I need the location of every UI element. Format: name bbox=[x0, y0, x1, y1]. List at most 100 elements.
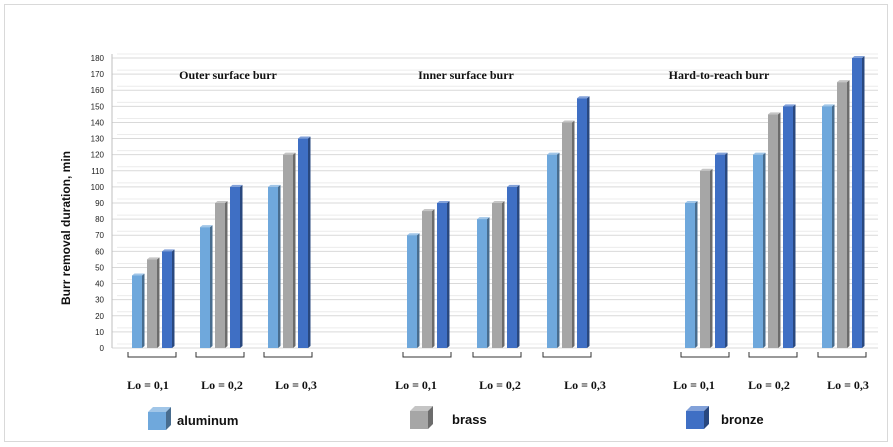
group-title: Outer surface burr bbox=[179, 68, 277, 82]
category-bracket bbox=[402, 352, 452, 358]
bar-front bbox=[298, 138, 308, 348]
bar-side bbox=[432, 209, 435, 348]
bar bbox=[147, 257, 160, 348]
bar-side bbox=[142, 273, 145, 348]
bar-front bbox=[753, 154, 763, 348]
legend-label: brass bbox=[452, 412, 487, 427]
bar-top bbox=[147, 257, 160, 260]
legend-swatch-side bbox=[166, 407, 171, 430]
y-tick-label: 70 bbox=[95, 231, 104, 240]
bar bbox=[715, 152, 728, 348]
y-tick-label: 180 bbox=[91, 54, 105, 63]
bar-top bbox=[132, 273, 145, 276]
bar-top bbox=[162, 249, 175, 252]
legend-item-brass: brass bbox=[410, 406, 487, 429]
legend-swatch-top bbox=[410, 406, 433, 411]
bar-top bbox=[783, 104, 796, 107]
bar-side bbox=[278, 184, 281, 348]
bar-side bbox=[847, 80, 850, 349]
bar bbox=[753, 152, 766, 348]
group-title: Hard-to-reach burr bbox=[669, 68, 770, 82]
bar-side bbox=[172, 249, 175, 348]
bar-top bbox=[268, 184, 281, 187]
y-tick-label: 120 bbox=[91, 151, 105, 160]
y-tick-label: 140 bbox=[91, 118, 105, 127]
bar-side bbox=[763, 152, 766, 348]
bar-top bbox=[577, 96, 590, 99]
category-bracket bbox=[817, 352, 867, 358]
bar-side bbox=[447, 201, 450, 348]
legend-swatch-side bbox=[428, 406, 433, 429]
bar-top bbox=[507, 184, 520, 187]
bar bbox=[700, 168, 713, 348]
category-label: Lo = 0,1 bbox=[673, 378, 715, 392]
legend: aluminum brass bronze bbox=[148, 406, 764, 430]
category-bracket bbox=[680, 352, 730, 358]
bar bbox=[477, 217, 490, 348]
group-titles: Outer surface burr Inner surface burr Hard… bbox=[179, 68, 770, 82]
bar-side bbox=[832, 104, 835, 348]
bar-front bbox=[837, 82, 847, 349]
bar-top bbox=[700, 168, 713, 171]
bar-front bbox=[852, 58, 862, 348]
y-tick-label: 130 bbox=[91, 135, 105, 144]
bar-front bbox=[477, 219, 487, 348]
bar-side bbox=[695, 201, 698, 348]
y-tick-label: 160 bbox=[91, 86, 105, 95]
bar-side bbox=[487, 217, 490, 348]
bar-front bbox=[562, 122, 572, 348]
bar bbox=[492, 201, 505, 348]
bar-front bbox=[577, 98, 587, 349]
bar bbox=[230, 184, 243, 348]
category-bracket bbox=[195, 352, 245, 358]
bar bbox=[215, 201, 228, 348]
y-tick-label: 100 bbox=[91, 183, 105, 192]
category-label: Lo = 0,3 bbox=[827, 378, 869, 392]
bar-side bbox=[572, 120, 575, 348]
legend-swatch-top bbox=[686, 406, 709, 411]
bar bbox=[162, 249, 175, 348]
bar-top bbox=[852, 56, 865, 58]
bar bbox=[562, 120, 575, 348]
legend-label: bronze bbox=[721, 412, 764, 427]
bar bbox=[407, 233, 420, 348]
bar-top bbox=[715, 152, 728, 155]
bar-side bbox=[725, 152, 728, 348]
legend-label: aluminum bbox=[177, 413, 238, 428]
bar bbox=[437, 201, 450, 348]
bar-top bbox=[822, 104, 835, 107]
y-tick-label: 40 bbox=[95, 280, 104, 289]
bar-front bbox=[147, 259, 157, 348]
bar bbox=[268, 184, 281, 348]
y-axis-title: Burr removal duration, min bbox=[59, 151, 73, 305]
bar bbox=[783, 104, 796, 348]
bar-top bbox=[837, 80, 850, 83]
category-bracket bbox=[472, 352, 522, 358]
category-bracket bbox=[542, 352, 592, 358]
bar-front bbox=[132, 275, 142, 348]
bar-side bbox=[502, 201, 505, 348]
bar-side bbox=[778, 112, 781, 348]
bar-side bbox=[308, 136, 311, 348]
category-bracket bbox=[127, 352, 177, 358]
bar bbox=[852, 56, 865, 348]
y-tick-label: 60 bbox=[95, 247, 104, 256]
bar bbox=[200, 225, 213, 348]
bar-top bbox=[298, 136, 311, 139]
bar-side bbox=[240, 184, 243, 348]
bar-front bbox=[283, 154, 293, 348]
group-title: Inner surface burr bbox=[418, 68, 514, 82]
bar-front bbox=[492, 203, 502, 348]
bar bbox=[837, 80, 850, 349]
y-tick-label: 0 bbox=[100, 344, 105, 353]
category-label: Lo = 0,2 bbox=[748, 378, 790, 392]
y-tick-label: 10 bbox=[95, 328, 104, 337]
y-tick-label: 110 bbox=[91, 167, 104, 176]
y-tick-label: 170 bbox=[91, 70, 105, 79]
legend-swatch-top bbox=[148, 407, 171, 412]
y-axis-ticks: 0 10 20 30 40 50 60 70 80 90 100 110 120 130 140 150 160… bbox=[91, 54, 105, 353]
bar bbox=[547, 152, 560, 348]
bar-side bbox=[417, 233, 420, 348]
legend-item-bronze: bronze bbox=[686, 406, 764, 429]
